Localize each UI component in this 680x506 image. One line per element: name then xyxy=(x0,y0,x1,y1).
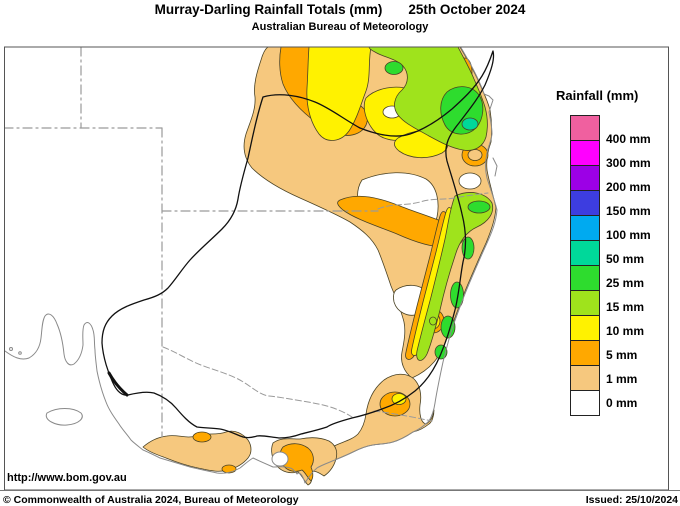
legend-swatch xyxy=(570,315,600,341)
contour-orange-vic-small xyxy=(221,464,237,474)
legend-label: 15 mm xyxy=(606,300,645,314)
state-borders xyxy=(4,47,489,438)
contour-tan-victoria-west xyxy=(142,430,252,472)
legend-label: 200 mm xyxy=(606,180,651,194)
legend-label: 100 mm xyxy=(606,228,651,242)
legend-swatch xyxy=(570,290,600,316)
border-qld-nsw-river xyxy=(377,192,489,210)
title-text: Murray-Darling Rainfall Totals (mm) xyxy=(154,2,383,17)
legend-label: 50 mm xyxy=(606,252,645,266)
legend-label: 25 mm xyxy=(606,276,645,290)
basin-boundary xyxy=(101,50,495,439)
copyright-text: © Commonwealth of Australia 2024, Bureau… xyxy=(3,494,299,506)
legend: Rainfall (mm) 400 mm 300 mm 200 mm 150 mm 10… xyxy=(556,88,676,416)
issued-date: Issued: 25/10/2024 xyxy=(585,494,678,506)
legend-swatch xyxy=(570,240,600,266)
legend-swatch xyxy=(570,340,600,366)
legend-label: 150 mm xyxy=(606,204,651,218)
legend-label: 10 mm xyxy=(606,324,645,338)
coastline-mainland xyxy=(4,47,498,484)
contour-teal-spot xyxy=(461,117,479,131)
legend-swatch xyxy=(570,390,600,416)
legend-label: 300 mm xyxy=(606,156,651,170)
contour-green-spot-top xyxy=(384,61,404,75)
contour-white-coastal-gap xyxy=(458,172,482,190)
legend-title: Rainfall (mm) xyxy=(556,88,639,103)
legend-swatch xyxy=(570,140,600,166)
coastline xyxy=(4,47,498,484)
coastline-island-1 xyxy=(9,347,13,351)
coastline-island-2 xyxy=(18,351,22,355)
legend-swatch xyxy=(570,265,600,291)
legend-label: 5 mm xyxy=(606,348,638,362)
legend-swatch xyxy=(570,365,600,391)
map-subtitle: Australian Bureau of Meteorology xyxy=(251,21,429,33)
border-nsw-vic-murray xyxy=(162,346,353,418)
title-date: 25th October 2024 xyxy=(408,2,526,17)
legend-label: 1 mm xyxy=(606,372,638,386)
coastline-stradbroke xyxy=(492,157,498,177)
legend-entries xyxy=(570,115,600,416)
legend-swatch xyxy=(570,215,600,241)
legend-swatch xyxy=(570,190,600,216)
legend-swatch xyxy=(570,115,600,141)
contour-yellow-top-band xyxy=(306,47,372,141)
coastline-kangaroo-island xyxy=(45,408,83,426)
basin-outline xyxy=(101,50,495,439)
contour-green-coast-3 xyxy=(450,281,464,309)
map-title: Murray-Darling Rainfall Totals (mm) 25th … xyxy=(0,2,680,17)
contour-tan-brisbane-core xyxy=(467,149,483,161)
contour-yellow-snowy xyxy=(391,393,407,405)
rainfall-contours xyxy=(142,47,497,486)
contour-chartreuse-bullseye xyxy=(429,316,437,326)
footer-bar: © Commonwealth of Australia 2024, Bureau… xyxy=(0,490,680,506)
coastline-port-phillip-bay xyxy=(271,451,289,467)
legend-swatch xyxy=(570,165,600,191)
contour-orange-vic-west xyxy=(192,431,212,443)
legend-label: 0 mm xyxy=(606,396,638,410)
legend-label: 400 mm xyxy=(606,132,651,146)
border-nsw-vic-east xyxy=(373,410,433,422)
basin-coorong-segment xyxy=(107,371,129,397)
contour-green-coast-1 xyxy=(467,200,491,214)
bom-url: http://www.bom.gov.au xyxy=(7,472,127,484)
